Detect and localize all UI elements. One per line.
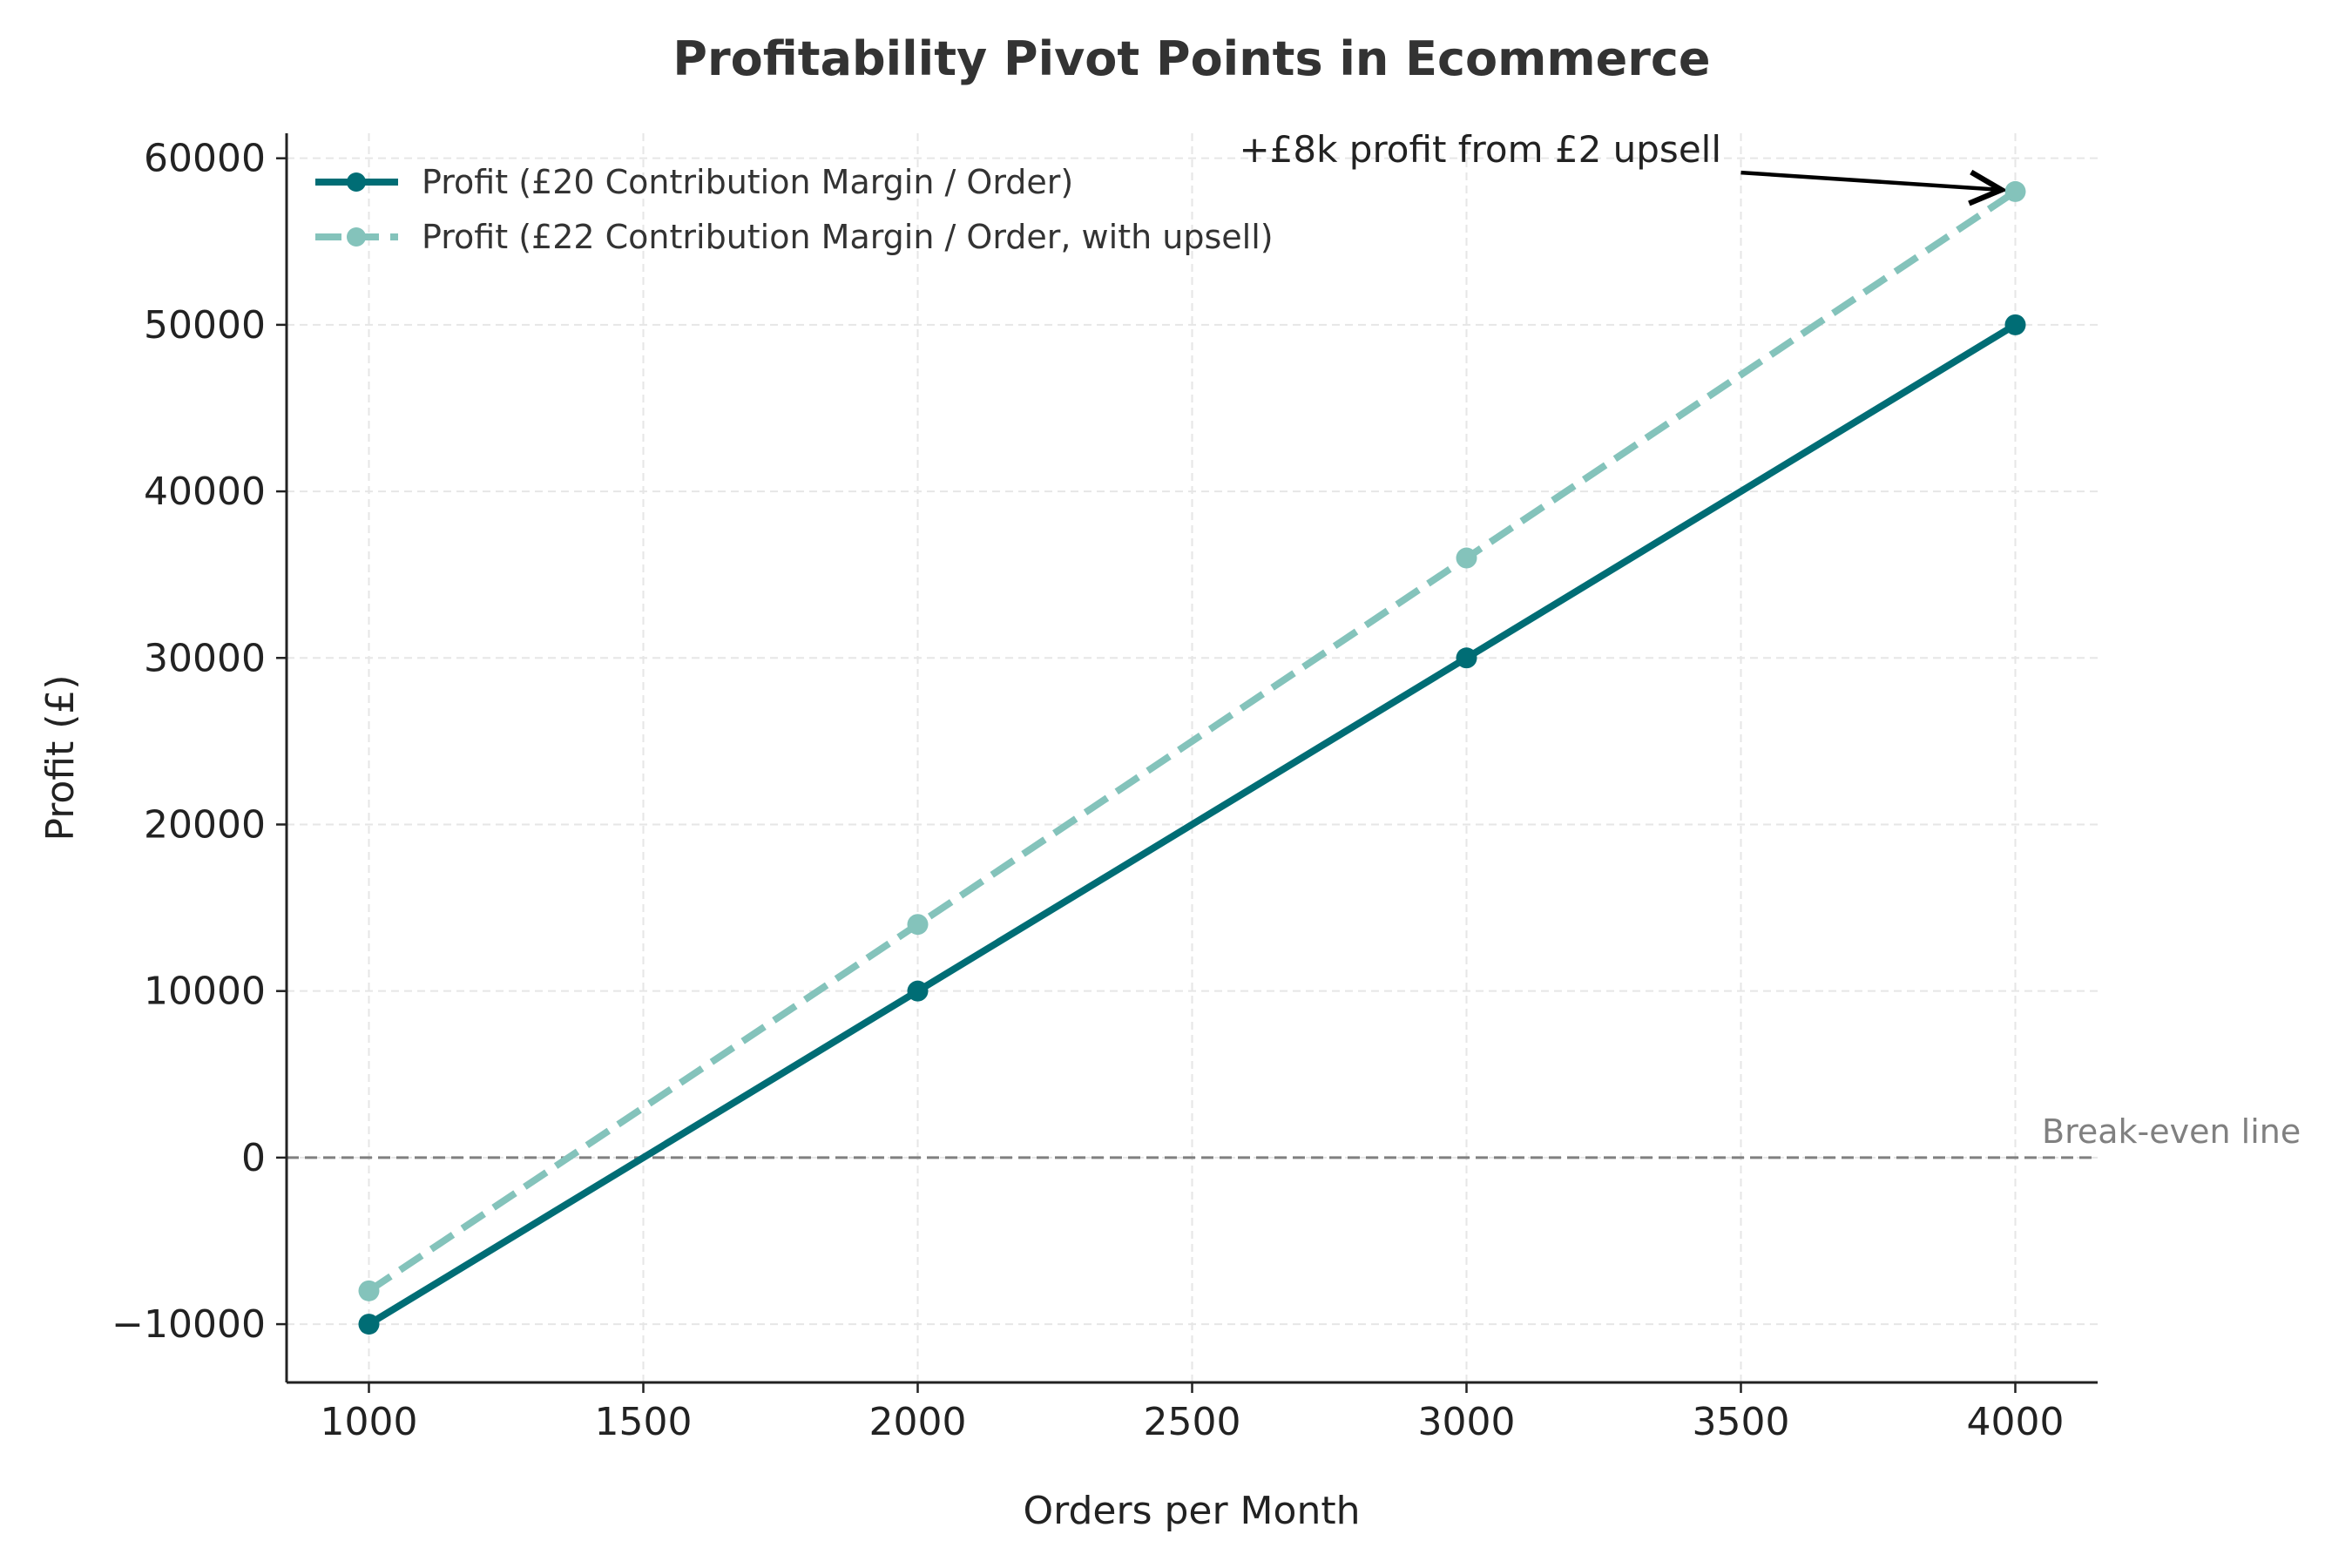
legend-swatch-marker — [347, 227, 366, 247]
y-tick-label: 10000 — [144, 970, 266, 1014]
x-axis-label: Orders per Month — [1024, 1489, 1361, 1533]
data-point — [1456, 547, 1477, 569]
x-tick-label: 3500 — [1693, 1400, 1790, 1444]
y-tick-label: 40000 — [144, 470, 266, 514]
data-point — [358, 1280, 380, 1301]
data-point — [2004, 180, 2026, 202]
x-tick-label: 1000 — [321, 1400, 418, 1444]
annotation: +£8k profit from £2 upsell — [1239, 128, 2001, 190]
series-2 — [358, 180, 2026, 1301]
legend: Profit (£20 Contribution Margin / Order)… — [315, 163, 1274, 256]
x-tick-label: 2500 — [1144, 1400, 1241, 1444]
legend-label: Profit (£20 Contribution Margin / Order) — [422, 163, 1073, 201]
chart-title: Profitability Pivot Points in Ecommerce — [672, 31, 1710, 86]
y-tick-label: 20000 — [144, 802, 266, 847]
data-point — [907, 914, 929, 936]
data-point — [1456, 647, 1477, 669]
legend-swatch-marker — [347, 172, 366, 192]
series-group — [358, 180, 2026, 1335]
data-point — [2004, 314, 2026, 335]
data-point — [358, 1314, 380, 1335]
grid — [287, 133, 2098, 1382]
series-line — [367, 321, 2017, 1328]
y-tick-label: −10000 — [112, 1302, 266, 1347]
annotation-arrow — [1740, 172, 2002, 190]
y-axis-label: Profit (£) — [38, 674, 83, 841]
y-tick-label: 30000 — [144, 636, 266, 680]
y-tick-label: 60000 — [144, 137, 266, 181]
x-tick-label: 4000 — [1967, 1400, 2065, 1444]
ticks: 1000 1500 2000 2500 3000 3500 4000 −10000 0 10000… — [112, 137, 2064, 1444]
x-tick-label: 1500 — [595, 1400, 693, 1444]
legend-item-2: Profit (£22 Contribution Margin / Order,… — [315, 218, 1274, 256]
legend-item-1: Profit (£20 Contribution Margin / Order) — [315, 163, 1073, 201]
break-even-label: Break-even line — [2042, 1112, 2301, 1151]
reference-line-group: Break-even line — [287, 1112, 2301, 1159]
x-tick-label: 2000 — [869, 1400, 967, 1444]
y-tick-label: 50000 — [144, 303, 266, 348]
data-point — [907, 980, 929, 1002]
legend-label: Profit (£22 Contribution Margin / Order,… — [422, 218, 1274, 256]
x-tick-label: 3000 — [1418, 1400, 1516, 1444]
annotation-text: +£8k profit from £2 upsell — [1239, 128, 1721, 171]
series-line — [367, 188, 2017, 1294]
series-1 — [358, 314, 2026, 1335]
y-tick-label: 0 — [241, 1136, 266, 1180]
